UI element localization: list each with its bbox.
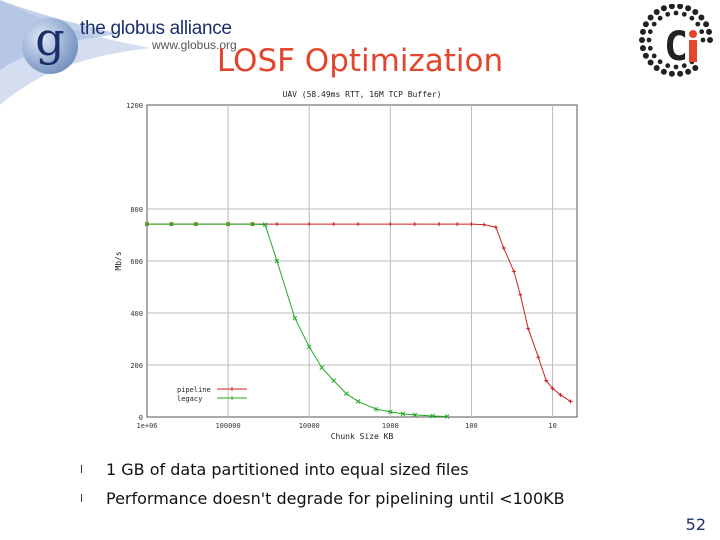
logo-dot xyxy=(642,21,649,28)
logo-dot xyxy=(700,37,706,43)
data-point xyxy=(292,315,298,321)
data-point xyxy=(262,222,268,227)
x-tick-label: 10 xyxy=(548,422,556,430)
chart-grid xyxy=(147,105,577,417)
logo-dot xyxy=(640,45,646,52)
logo-dot xyxy=(651,21,657,27)
logo-dot xyxy=(677,4,684,10)
logo-dot xyxy=(668,4,675,10)
bullet-symbol: l xyxy=(80,462,84,476)
logo-dot xyxy=(646,37,652,43)
logo-dot xyxy=(677,70,684,77)
logo-dot xyxy=(673,10,679,16)
bullet-item: l 1 GB of data partitioned into equal si… xyxy=(80,457,469,481)
brand-url: www.globus.org xyxy=(152,38,237,52)
logo-dot xyxy=(681,11,687,17)
logo-dot xyxy=(692,9,699,15)
logo-dot xyxy=(685,5,692,12)
logo-dot xyxy=(681,63,687,69)
logo-dot xyxy=(706,28,712,35)
logo-dot xyxy=(685,68,692,75)
data-point xyxy=(373,406,379,412)
chart: 0 200 400 600 800 1200 1e+06 100000 10000 1000 10… xyxy=(105,85,590,449)
data-point xyxy=(444,414,450,419)
logo-dot xyxy=(665,63,671,69)
logo-dot xyxy=(657,15,663,21)
logo-dot xyxy=(647,29,653,35)
bullet-text: 1 GB of data partitioned into equal size… xyxy=(106,459,469,479)
x-tick-label: 10000 xyxy=(299,422,320,430)
logo-dot xyxy=(660,68,667,75)
logo-dot xyxy=(673,64,679,70)
bullet-item: l Performance doesn't degrade for pipeli… xyxy=(80,486,565,510)
y-tick-label: 0 xyxy=(139,414,143,422)
x-tick-label: 100000 xyxy=(215,422,240,430)
logo-dot xyxy=(660,5,667,12)
globus-logo: g xyxy=(22,12,78,74)
data-point xyxy=(412,412,418,418)
data-point xyxy=(430,413,436,419)
logo-dot xyxy=(668,70,675,77)
logo-dot xyxy=(653,9,660,15)
logo-dot xyxy=(689,15,695,21)
chart-title: UAV (58.49ms RTT, 16M TCP Buffer) xyxy=(283,90,442,99)
data-point xyxy=(274,258,280,264)
legend-label: legacy xyxy=(177,395,202,403)
logo-dot xyxy=(703,21,710,28)
data-point xyxy=(355,399,361,404)
data-point xyxy=(193,221,199,227)
y-tick-label: 800 xyxy=(130,206,143,214)
logo-dot xyxy=(647,14,654,21)
logo-dot xyxy=(707,37,713,43)
data-point xyxy=(343,391,349,396)
svg-text:C: C xyxy=(664,24,688,70)
data-point xyxy=(387,409,393,415)
x-tick-label: 1e+06 xyxy=(136,422,157,430)
logo-dot xyxy=(639,37,645,43)
y-tick-label: 600 xyxy=(130,258,143,266)
logo-dot xyxy=(695,21,701,27)
ci-logo: C xyxy=(639,4,713,77)
data-point xyxy=(400,411,406,417)
x-tick-label: 1000 xyxy=(382,422,399,430)
logo-dot xyxy=(642,52,649,59)
y-axis-label: Mb/s xyxy=(114,251,123,270)
logo-dot xyxy=(647,59,654,66)
logo-dot xyxy=(698,14,705,21)
slide-title: LOSF Optimization xyxy=(216,43,504,79)
logo-dot xyxy=(647,45,653,51)
logo-dot xyxy=(657,59,663,65)
bullet-symbol: l xyxy=(80,491,84,505)
data-point xyxy=(225,221,231,227)
y-tick-label: 200 xyxy=(130,362,143,370)
y-tick-label: 400 xyxy=(130,310,143,318)
bullet-text: Performance doesn't degrade for pipelini… xyxy=(106,488,565,508)
legend-label: pipeline xyxy=(177,386,211,394)
logo-dot xyxy=(665,11,671,17)
logo-dot xyxy=(640,28,646,35)
x-tick-label: 100 xyxy=(465,422,478,430)
logo-dot xyxy=(653,65,660,71)
data-point xyxy=(331,378,337,383)
y-tick-label: 1200 xyxy=(126,102,143,110)
data-point xyxy=(319,365,325,370)
data-point xyxy=(250,221,255,227)
data-point xyxy=(144,221,150,227)
logo-dot xyxy=(651,53,657,59)
logo-letter: g xyxy=(35,12,65,66)
throughput-chart: 0 200 400 600 800 1200 1e+06 100000 10000 1000 10… xyxy=(114,90,578,441)
page-number: 52 xyxy=(685,515,706,534)
data-point xyxy=(306,344,312,350)
logo-dot xyxy=(692,65,699,71)
logo-dot xyxy=(699,29,705,35)
x-axis-label: Chunk Size KB xyxy=(331,432,394,441)
brand-name: the globus alliance xyxy=(80,18,232,39)
data-point xyxy=(169,221,174,227)
